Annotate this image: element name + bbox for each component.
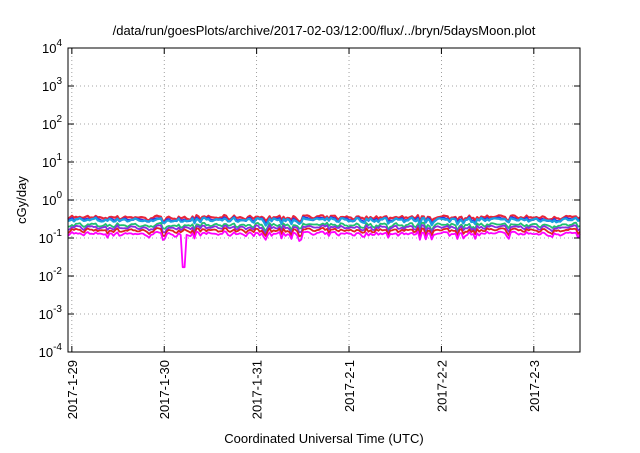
x-tick-label: 2017-1-30: [157, 360, 172, 419]
y-tick-label: 101: [42, 152, 62, 170]
y-tick-label: 10-2: [39, 266, 63, 284]
x-tick-label: 2017-1-29: [65, 360, 80, 419]
x-axis-label: Coordinated Universal Time (UTC): [224, 431, 423, 446]
y-tick-label: 102: [42, 114, 62, 132]
series-line: [67, 226, 581, 238]
series-line: [67, 224, 581, 235]
series-line: [67, 230, 581, 269]
series-line: [67, 216, 581, 227]
y-tick-label: 104: [42, 38, 62, 56]
grid-layer: [68, 48, 580, 352]
x-tick-label: 2017-1-31: [250, 360, 265, 419]
series-line: [67, 221, 581, 233]
y-axis-label: cGy/day: [14, 176, 29, 224]
x-tick-label: 2017-2-1: [342, 360, 357, 412]
x-tick-label: 2017-2-3: [527, 360, 542, 412]
y-tick-label: 10-1: [39, 228, 63, 246]
y-tick-label: 100: [42, 190, 62, 208]
y-tick-label: 10-4: [39, 342, 63, 360]
series-layer: [67, 213, 581, 269]
chart-title: /data/run/goesPlots/archive/2017-02-03/1…: [113, 23, 536, 38]
y-tick-label: 10-3: [39, 304, 63, 322]
tick-layer: 10-4 10-3 10-2 10-1 100 101 102 103 104 2017-1-29…: [39, 38, 580, 419]
y-tick-label: 103: [42, 76, 62, 94]
series-line: [67, 213, 581, 223]
x-tick-label: 2017-2-2: [434, 360, 449, 412]
